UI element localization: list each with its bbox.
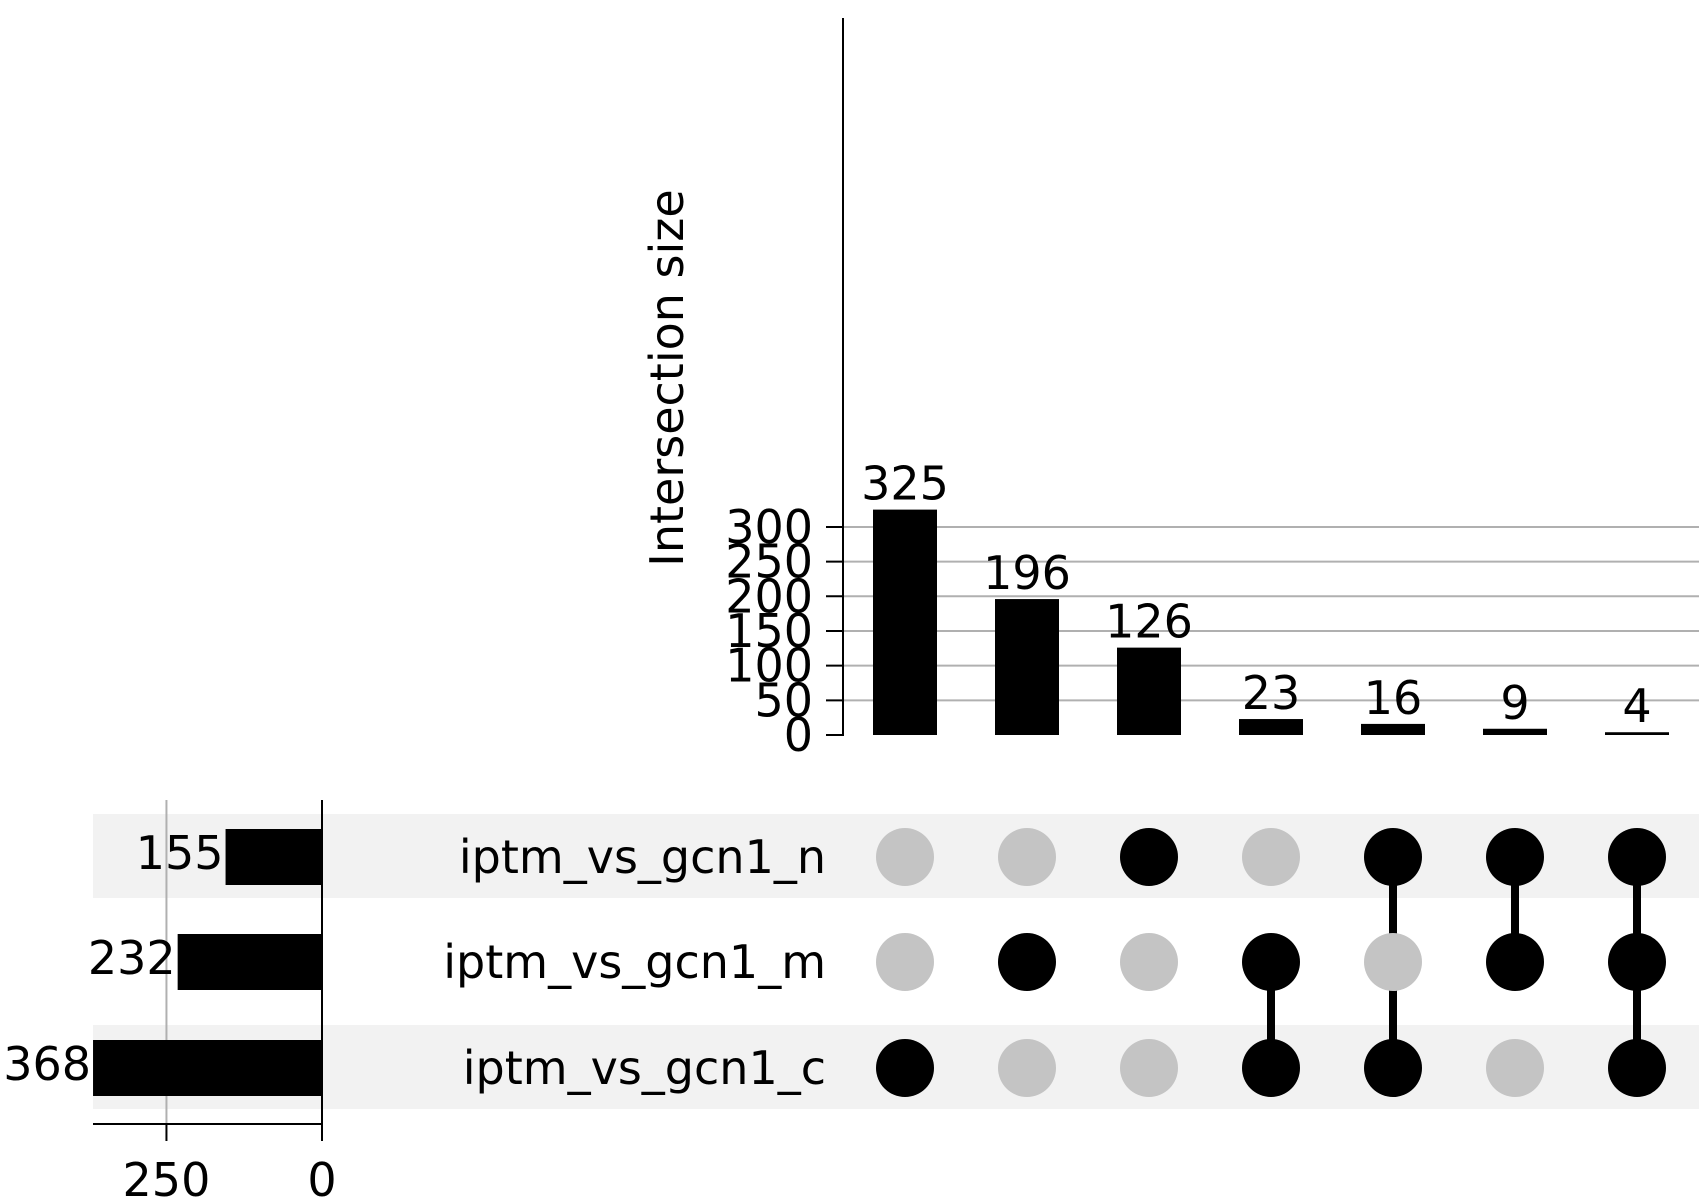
y-tick-label-100: 100	[725, 639, 813, 693]
set-name-1: iptm_vs_gcn1_m	[443, 935, 826, 989]
set-size-label-0: 155	[136, 826, 224, 880]
matrix-dot-0-1	[876, 933, 934, 991]
set-name-2: iptm_vs_gcn1_c	[463, 1041, 826, 1095]
set-x-tick-label-0: 0	[307, 1153, 336, 1198]
set-size-bar-2	[93, 1040, 323, 1096]
y-tick-label-0: 0	[784, 708, 813, 762]
set-size-label-1: 232	[88, 931, 176, 985]
intersection-bar-3	[1239, 719, 1303, 735]
intersection-bar-label-3: 23	[1242, 666, 1301, 720]
matrix-dot-1-2	[998, 1039, 1056, 1097]
matrix-dot-3-2	[1242, 1039, 1300, 1097]
intersection-bar-4	[1361, 723, 1425, 735]
matrix-dot-1-0	[998, 828, 1056, 886]
intersection-bar-label-4: 16	[1364, 671, 1423, 725]
matrix-dot-4-0	[1364, 828, 1422, 886]
matrix-dot-3-1	[1242, 933, 1300, 991]
intersection-bars	[873, 509, 1669, 735]
matrix-dot-6-0	[1608, 828, 1666, 886]
matrix-dot-4-2	[1364, 1039, 1422, 1097]
matrix-dot-2-2	[1120, 1039, 1178, 1097]
matrix-dot-5-1	[1486, 933, 1544, 991]
matrix-dot-0-0	[876, 828, 934, 886]
membership-matrix	[876, 828, 1666, 1097]
intersection-bar-0	[873, 509, 937, 735]
matrix-dot-2-1	[1120, 933, 1178, 991]
matrix-dot-6-1	[1608, 933, 1666, 991]
intersection-bar-label-6: 4	[1622, 679, 1651, 733]
set-size-bar-0	[225, 829, 322, 885]
y-tick-label-250: 250	[725, 535, 813, 589]
set-x-tick-label-250: 250	[123, 1153, 211, 1198]
intersection-bar-1	[995, 599, 1059, 735]
intersection-bar-6	[1605, 732, 1669, 735]
y-tick-label-50: 50	[754, 673, 813, 727]
matrix-dot-4-1	[1364, 933, 1422, 991]
intersection-bar-2	[1117, 647, 1181, 735]
set-size-label-2: 368	[3, 1037, 91, 1091]
matrix-dot-3-0	[1242, 828, 1300, 886]
y-tick-label-150: 150	[725, 604, 813, 658]
set-size-bar-1	[177, 934, 322, 990]
matrix-dot-1-1	[998, 933, 1056, 991]
y-tick-label-300: 300	[725, 500, 813, 554]
matrix-dot-6-2	[1608, 1039, 1666, 1097]
intersection-bar-label-0: 325	[861, 457, 949, 511]
y-tick-label-200: 200	[725, 569, 813, 623]
matrix-dot-5-0	[1486, 828, 1544, 886]
matrix-dot-0-2	[876, 1039, 934, 1097]
set-name-0: iptm_vs_gcn1_n	[459, 830, 826, 884]
intersection-bar-label-1: 196	[983, 546, 1071, 600]
y-axis-title: Intersection size	[640, 189, 694, 566]
matrix-dot-2-0	[1120, 828, 1178, 886]
set-size-bars	[93, 829, 323, 1096]
intersection-bar-5	[1483, 728, 1547, 735]
intersection-bar-label-2: 126	[1105, 595, 1193, 649]
matrix-dot-5-2	[1486, 1039, 1544, 1097]
intersection-bar-label-5: 9	[1500, 676, 1529, 730]
